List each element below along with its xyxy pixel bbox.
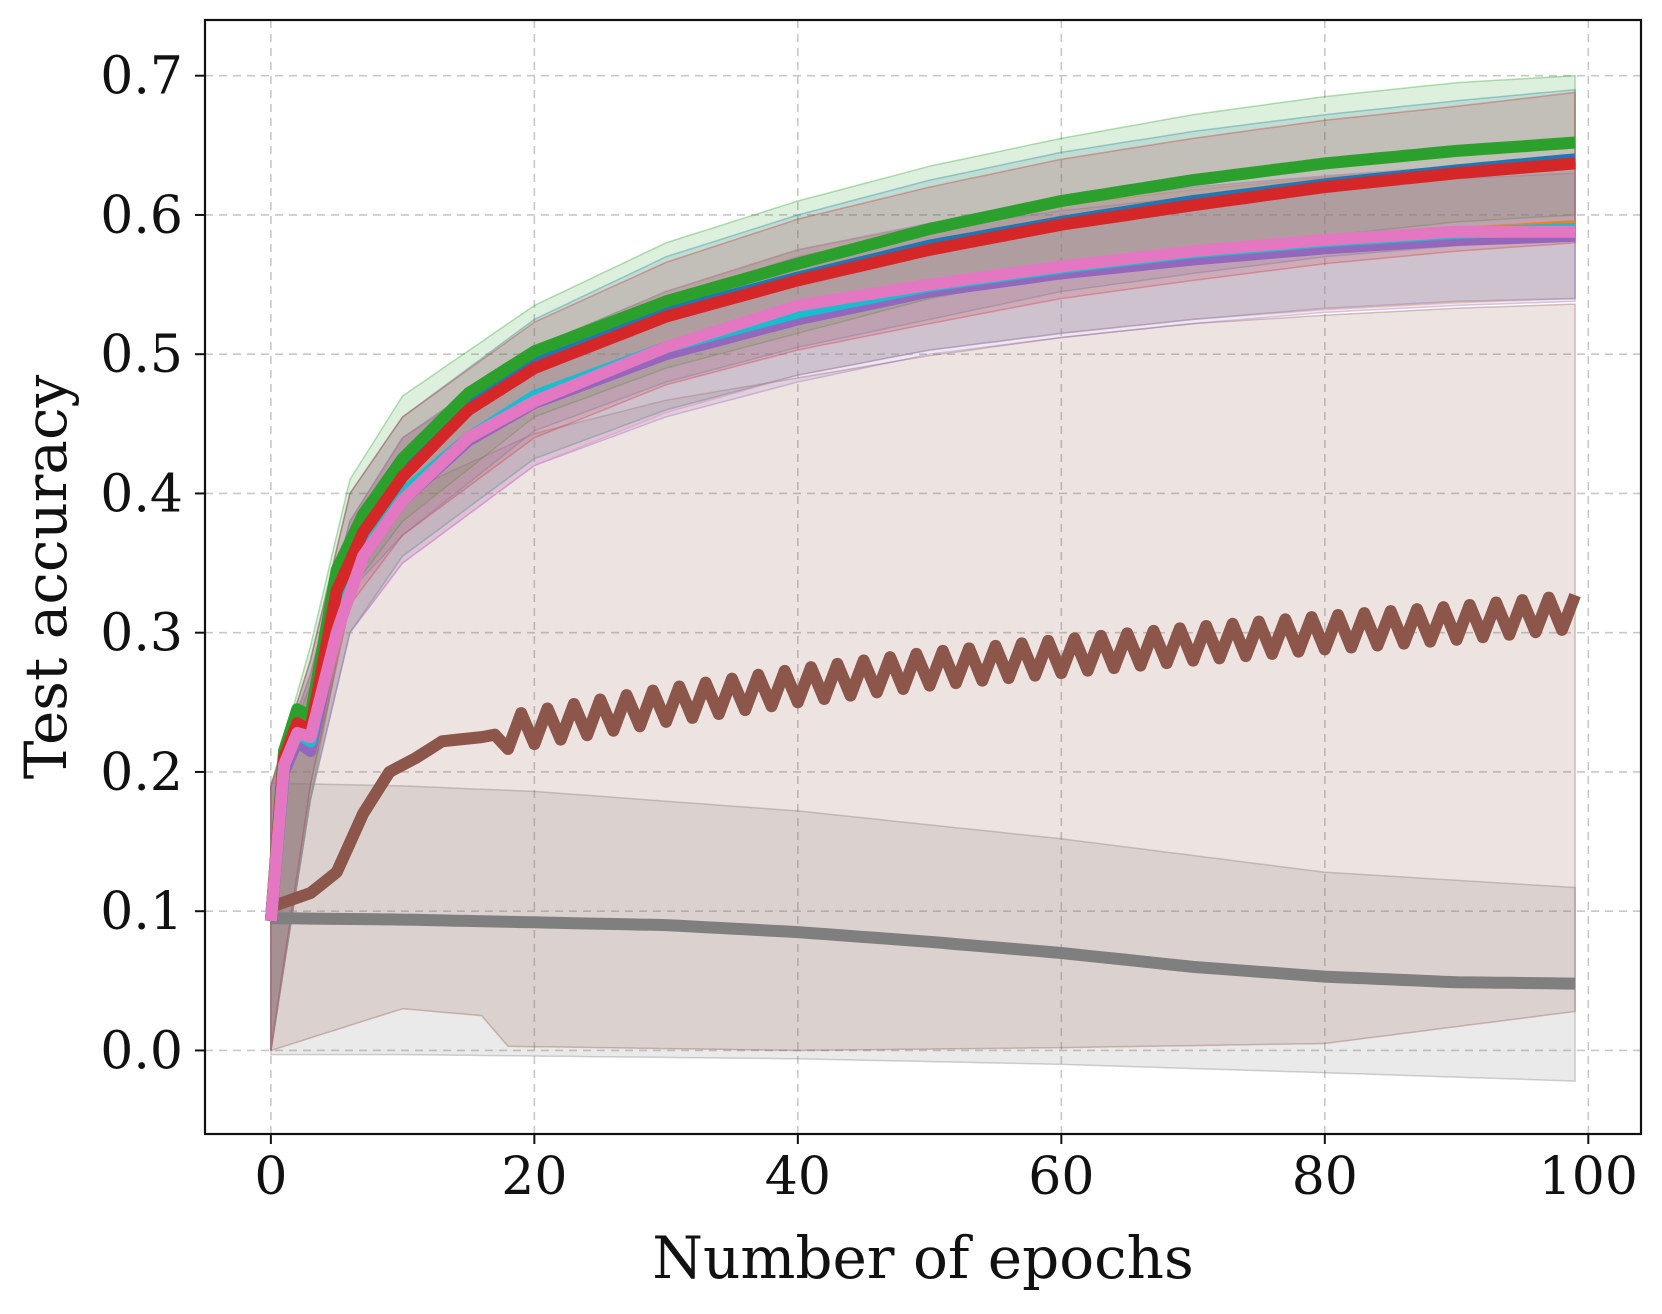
x-tick-label: 40 bbox=[765, 1147, 831, 1207]
y-tick-label: 0.4 bbox=[100, 464, 183, 524]
series-line-green bbox=[264, 136, 1576, 922]
y-tick-label: 0.5 bbox=[100, 325, 183, 385]
x-tick-label: 80 bbox=[1292, 1147, 1358, 1207]
x-tick-label: 60 bbox=[1028, 1147, 1094, 1207]
x-axis-label: Number of epochs bbox=[652, 1224, 1194, 1292]
y-tick-label: 0.7 bbox=[100, 47, 183, 107]
band-gray bbox=[270, 782, 1576, 1082]
y-tick-label: 0.0 bbox=[100, 1021, 183, 1081]
x-tick-label: 20 bbox=[501, 1147, 567, 1207]
plot-frame bbox=[203, 18, 1643, 1136]
series-line-red bbox=[264, 157, 1576, 922]
y-tick-label: 0.3 bbox=[100, 604, 183, 664]
series-lines bbox=[264, 136, 1581, 990]
series-line-pink bbox=[264, 225, 1576, 922]
y-tick-label: 0.2 bbox=[100, 743, 183, 803]
series-line-gray bbox=[270, 912, 1576, 990]
x-tick-label: 100 bbox=[1539, 1147, 1638, 1207]
y-tick-label: 0.6 bbox=[100, 186, 183, 246]
x-tick-label: 0 bbox=[254, 1147, 287, 1207]
y-axis-label: Test accuracy bbox=[12, 375, 80, 780]
y-tick-label: 0.1 bbox=[100, 882, 183, 942]
series-line-brown bbox=[268, 591, 1581, 913]
band-green bbox=[270, 74, 1576, 1051]
axis-ticks: 0 20 40 60 80 100 0.0 0.1 0.2 0.3 0.4 0.5 0.6 0.7 bbox=[100, 47, 1638, 1207]
